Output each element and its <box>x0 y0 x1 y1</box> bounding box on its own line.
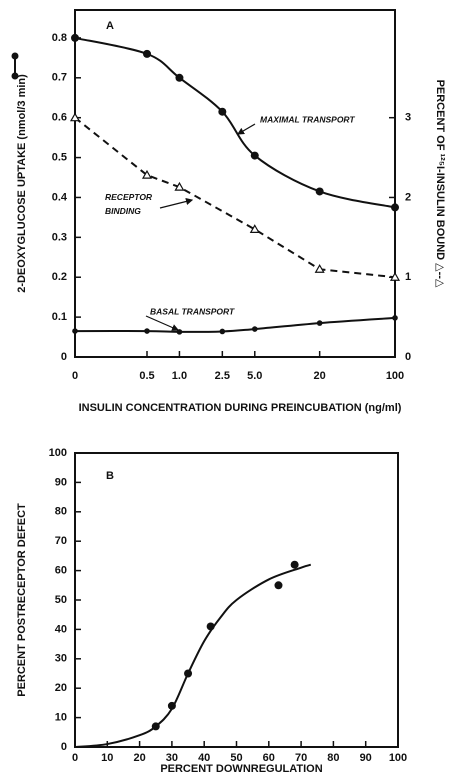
y-tick-label: 0.4 <box>52 191 68 203</box>
x-tick-label: 10 <box>101 752 113 764</box>
y-tick-label: 50 <box>55 594 67 606</box>
y-tick-label: 80 <box>55 506 67 518</box>
point <box>391 203 399 212</box>
x-tick-label: 80 <box>327 752 339 764</box>
y-tick-label: 40 <box>55 623 67 635</box>
x-axis-label: PERCENT DOWNREGULATION <box>160 763 322 774</box>
point <box>175 73 184 82</box>
series-annotation: BASAL TRANSPORT <box>150 306 235 316</box>
point <box>143 49 151 58</box>
point <box>218 107 227 116</box>
x-tick-label: 100 <box>389 752 407 764</box>
point <box>316 320 323 326</box>
x-tick-label: 100 <box>386 370 404 382</box>
point <box>219 328 226 335</box>
x-axis-label: INSULIN CONCENTRATION DURING PREINCUBATI… <box>79 402 402 414</box>
point <box>314 264 325 273</box>
y2-tick-label: 0 <box>405 351 411 363</box>
point <box>174 181 185 191</box>
x-tick-label: 5.0 <box>247 370 262 382</box>
y-tick-label: 0.6 <box>52 112 67 124</box>
x-tick-label: 0 <box>72 752 78 764</box>
y-tick-label: 10 <box>55 712 67 724</box>
y-tick-label: 0.1 <box>52 311 67 323</box>
y2-tick-label: 2 <box>405 191 411 203</box>
y-tick-label: 70 <box>55 535 67 547</box>
y-tick-label: 0.3 <box>52 231 67 243</box>
x-tick-label: 20 <box>314 370 326 382</box>
y2-axis-label: PERCENT OF ¹²⁵I-INSULIN BOUND △--△ <box>434 80 446 288</box>
y2-tick-label: 1 <box>405 271 411 283</box>
y-tick-label: 0.2 <box>52 271 67 283</box>
series-line <box>74 316 396 333</box>
point <box>250 151 259 160</box>
point <box>144 328 150 334</box>
y-axis-label: 2-DEOXYGLUCOSE UPTAKE (nmol/3 min) <box>16 74 28 293</box>
point <box>389 272 401 281</box>
x-tick-label: 20 <box>133 752 145 764</box>
annotation-arrow <box>159 197 194 209</box>
plot-frame <box>74 9 396 358</box>
point <box>249 224 260 233</box>
y-tick-label: 0.8 <box>52 32 67 44</box>
chart-panel: 0 0.1 0.2 0.3 0.4 0.5 0.6 0.7 0.8 0 1 2 3 0 0.5 1.0 2.5 5… <box>16 9 446 414</box>
x-tick-label: 30 <box>166 752 178 764</box>
series-line <box>74 563 312 748</box>
y2-tick-label: 3 <box>405 112 411 124</box>
point <box>141 169 153 179</box>
annotation-arrow <box>145 315 180 331</box>
x-tick-label: 1.0 <box>172 370 187 382</box>
y-tick-label: 30 <box>55 653 67 665</box>
point <box>69 112 81 122</box>
annotation-arrow <box>236 123 256 135</box>
annotation-line: BINDING <box>105 206 141 216</box>
x-tick-label: 50 <box>230 752 242 764</box>
y-tick-label: 0.7 <box>52 72 67 84</box>
y-tick-label: 100 <box>49 447 67 459</box>
point <box>274 581 283 590</box>
legend-glyph <box>11 52 19 80</box>
chart-panel: 0 10 20 30 40 50 60 70 80 90 100 0 10 20 30 40 50 60 70 80 9… <box>16 447 407 774</box>
x-tick-label: 70 <box>295 752 307 764</box>
point <box>392 315 398 321</box>
y-tick-label: 90 <box>55 476 67 488</box>
annotation-line: RECEPTOR <box>105 192 153 202</box>
panel-label: B <box>106 470 114 482</box>
panel-label: A <box>106 20 114 32</box>
x-tick-label: 2.5 <box>215 370 230 382</box>
y-tick-label: 20 <box>55 682 67 694</box>
x-tick-label: 90 <box>360 752 372 764</box>
point <box>71 33 79 42</box>
series-line <box>74 116 396 279</box>
point <box>315 187 324 196</box>
y-tick-label: 0 <box>61 351 67 363</box>
y-axis-label: PERCENT POSTRECEPTOR DEFECT <box>16 503 28 697</box>
point <box>72 328 78 334</box>
series-annotation: MAXIMAL TRANSPORT <box>260 114 355 124</box>
x-tick-label: 40 <box>198 752 210 764</box>
y-tick-label: 0.5 <box>52 151 67 163</box>
x-tick-label: 60 <box>263 752 275 764</box>
y-tick-label: 0 <box>61 741 67 753</box>
x-tick-label: 0 <box>72 370 78 382</box>
y-tick-label: 60 <box>55 565 67 577</box>
series-annotation: RECEPTOR BINDING <box>105 192 153 216</box>
x-tick-label: 0.5 <box>139 370 154 382</box>
point <box>290 560 299 569</box>
point <box>251 326 258 332</box>
